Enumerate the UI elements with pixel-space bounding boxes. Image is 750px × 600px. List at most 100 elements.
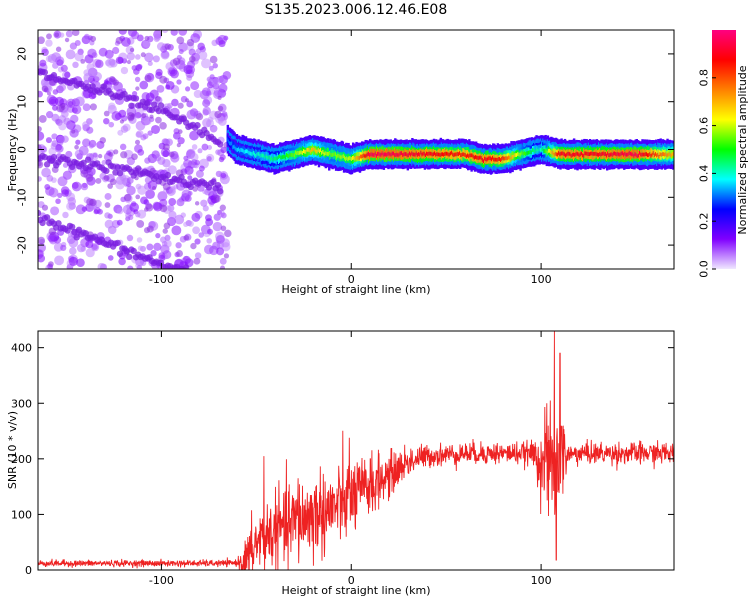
noise-blob <box>93 209 99 215</box>
noise-blob <box>190 153 199 162</box>
noise-track-point <box>43 161 51 168</box>
noise-blob <box>178 30 188 36</box>
noise-blob <box>109 59 118 68</box>
noise-blob <box>206 156 212 162</box>
noise-blob <box>84 33 90 40</box>
noise-track-point <box>68 163 76 171</box>
noise-blob <box>83 69 91 77</box>
noise-blob-strong <box>141 113 147 119</box>
noise-blob-strong <box>193 257 201 265</box>
noise-blob <box>66 98 76 109</box>
noise-blob <box>74 96 85 107</box>
noise-blob-strong <box>48 261 54 267</box>
noise-blob-strong <box>115 36 123 45</box>
noise-blob <box>213 87 224 98</box>
noise-track-point <box>130 247 137 255</box>
noise-blob <box>86 63 95 71</box>
noise-blob <box>165 80 175 90</box>
noise-blob-strong <box>60 102 66 109</box>
noise-blob <box>206 238 213 244</box>
noise-blob <box>111 111 122 121</box>
noise-track-point <box>100 83 108 90</box>
noise-blob <box>142 133 149 140</box>
colorbar-tick-label: 0.6 <box>698 117 711 135</box>
spectrogram-y-label: Frequency (Hz) <box>6 109 19 192</box>
noise-track-point <box>194 122 201 129</box>
noise-blob <box>137 148 145 156</box>
noise-track-point <box>73 234 80 241</box>
noise-blob <box>45 111 54 119</box>
noise-blob-strong <box>172 57 181 66</box>
noise-blob-strong <box>135 194 141 200</box>
noise-blob <box>82 138 91 147</box>
noise-blob-strong <box>64 37 70 43</box>
noise-blob <box>129 202 139 213</box>
y-tick-label: 100 <box>11 508 32 521</box>
noise-blob <box>119 143 127 151</box>
noise-track-point <box>217 141 224 148</box>
noise-blob-strong <box>107 183 113 189</box>
x-tick-label: 100 <box>531 574 552 587</box>
noise-blob-strong <box>108 151 114 157</box>
noise-blob <box>118 257 126 266</box>
noise-blob <box>126 185 136 196</box>
noise-blob <box>174 214 185 225</box>
noise-blob <box>46 85 53 93</box>
noise-blob <box>44 184 51 190</box>
colorbar-tick-label: 0.8 <box>698 69 711 87</box>
noise-blob <box>76 258 85 267</box>
noise-blob <box>48 96 59 107</box>
noise-blob <box>187 175 193 181</box>
noise-blob <box>135 211 141 218</box>
noise-blob-strong <box>38 115 47 123</box>
noise-blob-strong <box>131 153 138 161</box>
noise-blob <box>103 79 109 85</box>
noise-blob <box>167 165 177 175</box>
noise-blob <box>135 64 142 71</box>
noise-blob <box>46 174 54 182</box>
noise-blob <box>128 214 134 220</box>
noise-blob <box>157 191 168 202</box>
noise-blob <box>194 238 201 245</box>
noise-blob <box>186 60 196 69</box>
x-tick-label: -100 <box>149 574 174 587</box>
noise-blob-strong <box>143 227 150 234</box>
noise-blob <box>183 255 190 262</box>
snr-background <box>38 331 674 570</box>
noise-blob-strong <box>162 228 168 234</box>
noise-blob <box>188 48 196 56</box>
snr-frame <box>37 330 675 571</box>
noise-blob <box>156 42 166 51</box>
noise-blob <box>200 199 208 207</box>
noise-blob-strong <box>195 113 204 121</box>
y-tick-label: 20 <box>16 47 29 61</box>
noise-track-point <box>55 220 62 227</box>
noise-blob <box>178 49 184 55</box>
x-tick-label: -100 <box>149 273 174 286</box>
noise-blob <box>205 218 214 227</box>
noise-blob <box>57 176 68 187</box>
x-tick-label: 100 <box>531 273 552 286</box>
noise-blob-strong <box>119 119 125 124</box>
noise-blob <box>116 219 123 226</box>
noise-blob-strong <box>129 47 135 53</box>
noise-blob-strong <box>134 139 141 145</box>
noise-blob-strong <box>38 236 45 245</box>
noise-track-point <box>135 165 142 172</box>
noise-track-point <box>41 69 49 76</box>
noise-blob-strong <box>155 116 162 124</box>
noise-blob <box>91 52 98 59</box>
noise-blob <box>71 181 82 192</box>
noise-blob-strong <box>103 175 110 182</box>
noise-blob <box>62 211 69 219</box>
noise-blob <box>48 187 59 198</box>
noise-blob <box>202 205 209 212</box>
noise-track-point <box>71 77 78 84</box>
noise-blob-strong <box>220 265 225 269</box>
noise-blob <box>156 84 165 93</box>
noise-blob-strong <box>213 194 221 203</box>
noise-track-point <box>114 164 121 171</box>
noise-blob-strong <box>71 129 76 134</box>
noise-track-point <box>214 181 222 189</box>
